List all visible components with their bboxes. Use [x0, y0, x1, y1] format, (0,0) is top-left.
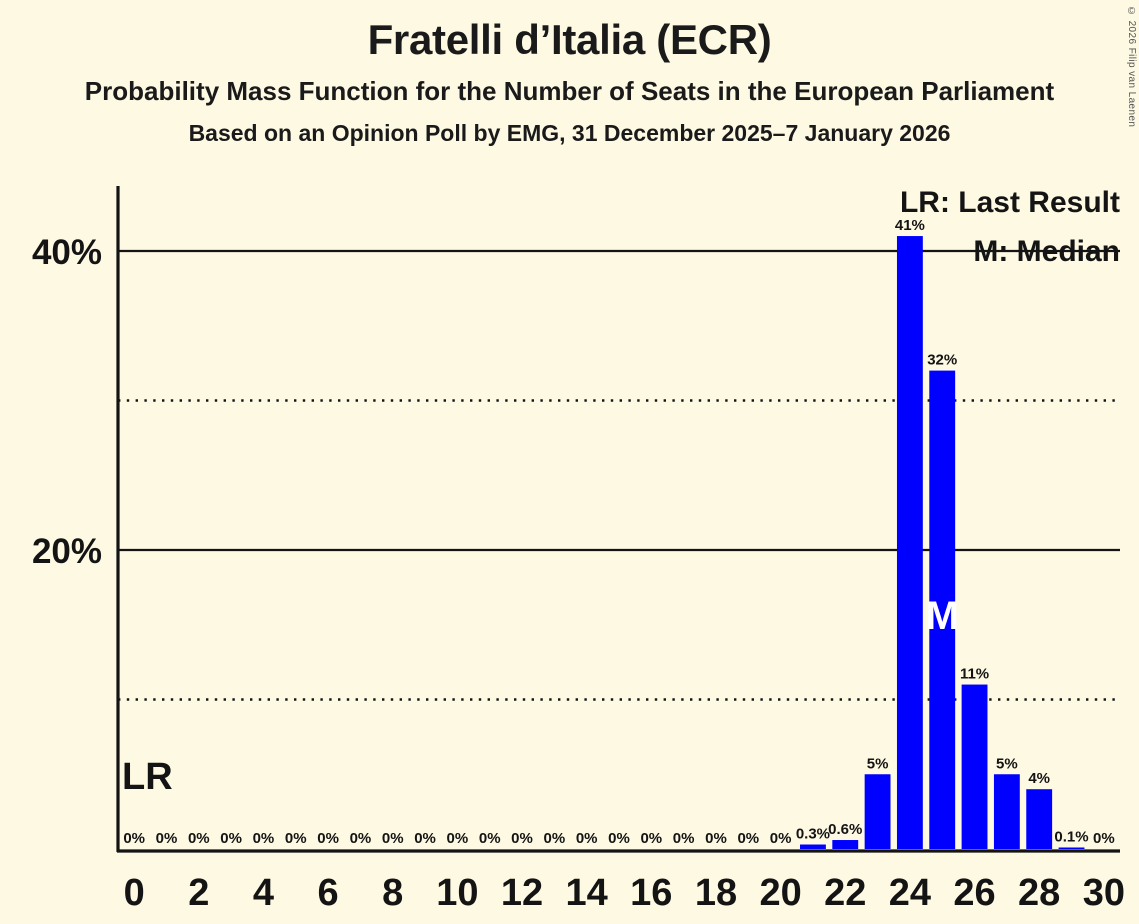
y-tick-labels-group: 20% 40% — [32, 233, 102, 571]
bar-seat-27 — [993, 774, 1020, 849]
bar-seat-24 — [896, 236, 923, 850]
markers-group: LR M — [122, 594, 959, 798]
bar-value-label-seat-5: 0% — [285, 830, 307, 847]
chart-source-line: Based on an Opinion Poll by EMG, 31 Dece… — [188, 120, 951, 147]
bar-value-label-seat-17: 0% — [673, 830, 695, 847]
bar-value-label-seat-3: 0% — [220, 830, 242, 847]
bar-value-label-seat-10: 0% — [447, 830, 469, 847]
bar-value-label-seat-21: 0.3% — [796, 826, 830, 843]
bar-value-label-seat-24: 41% — [895, 217, 925, 234]
bar-seat-25 — [929, 370, 956, 849]
last-result-marker: LR — [122, 756, 173, 798]
bar-value-label-seat-11: 0% — [479, 830, 501, 847]
bar-value-label-seat-30: 0% — [1093, 830, 1115, 847]
y-tick-label-20%: 20% — [32, 532, 102, 571]
x-tick-label-0: 0 — [124, 872, 145, 914]
bar-value-label-seat-13: 0% — [544, 830, 566, 847]
bar-value-label-seat-19: 0% — [737, 830, 759, 847]
bar-value-label-seat-26: 11% — [960, 666, 989, 683]
bar-value-label-seat-8: 0% — [382, 830, 404, 847]
bar-value-label-seat-9: 0% — [414, 830, 436, 847]
bar-value-label-seat-12: 0% — [511, 830, 533, 847]
bar-value-label-seat-23: 5% — [867, 755, 889, 772]
bar-value-label-seat-29: 0.1% — [1054, 829, 1088, 846]
x-tick-label-4: 4 — [253, 872, 274, 914]
x-tick-label-18: 18 — [695, 872, 737, 914]
chart-header: Fratelli d’Italia (ECR) Probability Mass… — [0, 0, 1139, 148]
page-title: Fratelli d’Italia (ECR) — [367, 16, 772, 63]
bar-seat-26 — [961, 684, 988, 849]
chart-subtitle: Probability Mass Function for the Number… — [84, 76, 1055, 107]
bar-value-label-seat-14: 0% — [576, 830, 598, 847]
bar-value-label-seat-2: 0% — [188, 830, 210, 847]
x-tick-label-12: 12 — [501, 872, 543, 914]
x-tick-labels-group: 0 2 4 6 8 10 12 14 16 18 20 22 24 26 28 30 — [124, 872, 1125, 914]
x-tick-label-28: 28 — [1018, 872, 1060, 914]
y-tick-label-40%: 40% — [32, 233, 102, 272]
x-tick-label-2: 2 — [188, 872, 209, 914]
x-tick-label-22: 22 — [824, 872, 866, 914]
legend-group: LR: Last Result M: Median — [900, 186, 1120, 268]
x-tick-label-10: 10 — [436, 872, 478, 914]
legend-median: M: Median — [973, 235, 1120, 268]
bar-value-label-seat-25: 32% — [927, 352, 957, 369]
bar-seat-22 — [832, 840, 859, 849]
bar-value-label-seat-4: 0% — [253, 830, 275, 847]
bar-value-label-seat-27: 5% — [996, 755, 1018, 772]
bar-value-label-seat-6: 0% — [317, 830, 339, 847]
bar-seat-28 — [1026, 789, 1053, 849]
x-tick-label-14: 14 — [566, 872, 608, 914]
x-tick-label-8: 8 — [382, 872, 403, 914]
median-marker: M — [926, 594, 959, 638]
bars-group: 0% 0% 0% 0% 0% 0% 0% 0% 0% 0% 0% 0% 0% 0% 0% 0% 0% 0% 0% 0%… — [123, 217, 1115, 850]
bar-value-label-seat-7: 0% — [350, 830, 372, 847]
bar-seat-21 — [800, 844, 826, 849]
bar-seat-29 — [1058, 847, 1085, 849]
x-tick-label-16: 16 — [630, 872, 672, 914]
axes-group — [116, 186, 1120, 853]
copyright-notice: © 2026 Filip van Laenen — [1126, 6, 1137, 128]
bar-value-label-seat-0: 0% — [123, 830, 145, 847]
bar-value-label-seat-22: 0.6% — [828, 821, 862, 838]
x-tick-label-6: 6 — [318, 872, 339, 914]
x-tick-label-24: 24 — [889, 872, 931, 914]
bar-value-label-seat-1: 0% — [156, 830, 178, 847]
legend-last-result: LR: Last Result — [900, 186, 1120, 219]
x-tick-label-20: 20 — [759, 872, 801, 914]
gridlines-group — [118, 249, 1120, 701]
bar-value-label-seat-15: 0% — [608, 830, 630, 847]
bar-value-label-seat-16: 0% — [640, 830, 662, 847]
x-tick-label-26: 26 — [953, 872, 995, 914]
bar-value-label-seat-18: 0% — [705, 830, 727, 847]
x-tick-label-30: 30 — [1083, 872, 1125, 914]
bar-seat-23 — [864, 774, 891, 849]
bar-value-label-seat-28: 4% — [1028, 770, 1050, 787]
bar-value-label-seat-20: 0% — [770, 830, 792, 847]
